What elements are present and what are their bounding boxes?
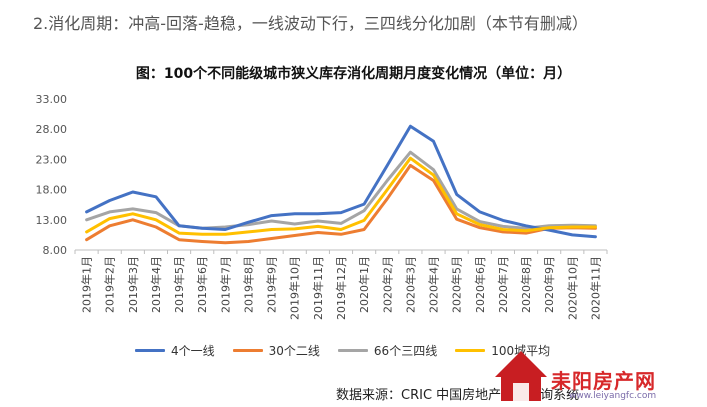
x-tick-label: 2019年11月 xyxy=(311,256,325,320)
y-tick-label: 23.00 xyxy=(36,153,68,166)
legend-label-tier1: 4个一线 xyxy=(171,344,215,358)
series-line-0 xyxy=(85,124,597,239)
x-tick-label: 2019年5月 xyxy=(172,256,186,313)
x-tick-label: 2019年3月 xyxy=(126,256,140,313)
legend-item-tier1: 4个一线 xyxy=(135,342,215,359)
x-tick-label: 2020年8月 xyxy=(519,256,533,313)
x-tick-label: 2019年4月 xyxy=(149,256,163,313)
x-tick-label: 2020年3月 xyxy=(403,256,417,313)
series-line-2 xyxy=(85,150,597,230)
y-tick-label: 18.00 xyxy=(36,184,68,197)
x-tick-label: 2020年1月 xyxy=(357,256,371,313)
site-watermark: 耒阳房产网 www.leiyangfc.com xyxy=(491,347,701,403)
legend-label-tier34: 66个三四线 xyxy=(373,344,438,358)
chart-legend: 4个一线 30个二线 66个三四线 100城平均 xyxy=(135,342,568,359)
x-tick-label: 2020年10月 xyxy=(565,256,579,320)
x-tick-label: 2019年12月 xyxy=(334,256,348,320)
legend-item-tier2: 30个二线 xyxy=(232,342,320,359)
section-heading: 2.消化周期：冲高-回落-趋稳，一线波动下行，三四线分化加剧（本节有删减） xyxy=(33,14,588,33)
y-tick-label: 28.00 xyxy=(36,123,68,136)
x-tick-label: 2019年7月 xyxy=(218,256,232,313)
watermark-text: 耒阳房产网 xyxy=(551,369,656,393)
legend-label-tier2: 30个二线 xyxy=(268,344,320,358)
watermark-logo-icon xyxy=(495,351,547,401)
watermark-url: www.leiyangfc.com xyxy=(569,391,657,401)
x-tick-label: 2020年4月 xyxy=(427,256,441,313)
x-tick-label: 2020年9月 xyxy=(542,256,556,313)
x-tick-label: 2020年6月 xyxy=(473,256,487,313)
legend-swatch-tier1 xyxy=(135,349,165,352)
legend-item-avg: 100城平均 xyxy=(455,342,550,359)
line-chart: 33.00 28.00 23.00 18.00 13.00 8.00 2019年1月 2019… xyxy=(36,93,608,320)
y-tick-label: 33.00 xyxy=(36,93,68,106)
legend-swatch-tier34 xyxy=(337,349,368,352)
x-tick-label: 2019年6月 xyxy=(195,256,209,313)
legend-swatch-avg xyxy=(455,349,486,352)
x-tick-label: 2019年9月 xyxy=(265,256,279,313)
legend-label-avg: 100城平均 xyxy=(491,344,551,358)
chart-title: 图：100个不同能级城市狭义库存消化周期月度变化情况（单位：月） xyxy=(135,66,572,82)
x-tick-label: 2020年11月 xyxy=(588,256,602,320)
series-line-1 xyxy=(85,163,597,245)
series-line-3 xyxy=(85,156,597,236)
x-tick-label: 2019年2月 xyxy=(103,256,117,313)
x-tick-label: 2020年7月 xyxy=(496,256,510,313)
x-tick-label: 2019年8月 xyxy=(241,256,255,313)
x-tick-label: 2020年5月 xyxy=(450,256,464,313)
legend-swatch-tier2 xyxy=(232,349,263,352)
x-tick-label: 2019年10月 xyxy=(288,256,302,320)
legend-item-tier34: 66个三四线 xyxy=(337,342,438,359)
x-tick-label: 2019年1月 xyxy=(80,256,94,313)
y-tick-label: 8.00 xyxy=(43,244,68,257)
x-tick-label: 2020年2月 xyxy=(380,256,394,313)
y-tick-label: 13.00 xyxy=(36,214,68,227)
